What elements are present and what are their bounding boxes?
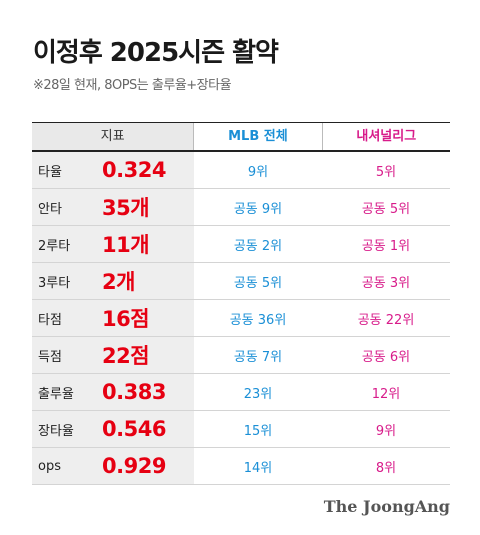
nl-rank: 12위 xyxy=(371,386,401,402)
table-row: 장타율 0.546 15위 9위 xyxy=(32,411,450,448)
nl-rank: 공동 3위 xyxy=(361,275,411,291)
mlb-rank: 공동 5위 xyxy=(233,275,283,291)
nl-rank: 공동 5위 xyxy=(361,201,411,217)
table-header: 지표 MLB 전체 내셔널리그 xyxy=(32,123,450,152)
metric-cell: ops 0.929 xyxy=(32,448,194,484)
mlb-rank: 공동 2위 xyxy=(233,238,283,254)
header-nl: 내셔널리그 xyxy=(321,123,450,150)
metric-cell: 득점 22점 xyxy=(32,337,194,373)
table-row: 타율 0.324 9위 5위 xyxy=(32,152,450,189)
metric-value: 22점 xyxy=(102,344,150,368)
metric-cell: 타점 16점 xyxy=(32,300,194,336)
metric-value: 35개 xyxy=(102,196,150,220)
metric-name: 타율 xyxy=(38,164,62,180)
nl-rank: 공동 22위 xyxy=(357,312,415,328)
metric-value: 16점 xyxy=(102,307,150,331)
table-row: 안타 35개 공동 9위 공동 5위 xyxy=(32,189,450,226)
metric-cell: 3루타 2개 xyxy=(32,263,194,299)
metric-value: 2개 xyxy=(102,270,135,294)
metric-cell: 출루율 0.383 xyxy=(32,374,194,410)
page-title: 이정후 2025시즌 활약 xyxy=(33,38,279,68)
metric-value: 11개 xyxy=(102,233,150,257)
metric-name: 출루율 xyxy=(38,386,74,402)
table-row: 득점 22점 공동 7위 공동 6위 xyxy=(32,337,450,374)
metric-name: 3루타 xyxy=(38,275,71,291)
metric-cell: 안타 35개 xyxy=(32,189,194,225)
metric-value: 0.929 xyxy=(102,454,166,478)
table-row: 출루율 0.383 23위 12위 xyxy=(32,374,450,411)
metric-name: 득점 xyxy=(38,349,62,365)
metric-name: 타점 xyxy=(38,312,62,328)
header-mlb: MLB 전체 xyxy=(193,123,321,150)
mlb-rank: 9위 xyxy=(247,164,269,180)
mlb-rank: 공동 7위 xyxy=(233,349,283,365)
nl-rank: 5위 xyxy=(375,164,397,180)
metric-name: 2루타 xyxy=(38,238,71,254)
metric-value: 0.383 xyxy=(102,380,166,404)
metric-name: 안타 xyxy=(38,201,62,217)
metric-value: 0.324 xyxy=(102,158,166,182)
table-row: 2루타 11개 공동 2위 공동 1위 xyxy=(32,226,450,263)
metric-value: 0.546 xyxy=(102,417,166,441)
table-row: 3루타 2개 공동 5위 공동 3위 xyxy=(32,263,450,300)
metric-name: 장타율 xyxy=(38,423,74,439)
table-row: 타점 16점 공동 36위 공동 22위 xyxy=(32,300,450,337)
table-body: 타율 0.324 9위 5위 안타 35개 공동 9위 공동 5위 2루타 11개 공동 2위 공동 … xyxy=(32,152,450,485)
header-metric: 지표 xyxy=(32,123,194,150)
source-logo: The JoongAng xyxy=(323,497,450,516)
metric-cell: 장타율 0.546 xyxy=(32,411,194,447)
mlb-rank: 23위 xyxy=(243,386,273,402)
mlb-rank: 공동 9위 xyxy=(233,201,283,217)
metric-cell: 타율 0.324 xyxy=(32,152,194,188)
nl-rank: 공동 6위 xyxy=(361,349,411,365)
nl-rank: 8위 xyxy=(375,460,397,476)
nl-rank: 공동 1위 xyxy=(361,238,411,254)
nl-rank: 9위 xyxy=(375,423,397,439)
mlb-rank: 14위 xyxy=(243,460,273,476)
mlb-rank: 공동 36위 xyxy=(229,312,287,328)
table-row: ops 0.929 14위 8위 xyxy=(32,448,450,485)
mlb-rank: 15위 xyxy=(243,423,273,439)
page-subtitle: ※28일 현재, 8OPS는 출루율+장타율 xyxy=(33,78,232,93)
stats-table: 지표 MLB 전체 내셔널리그 타율 0.324 9위 5위 안타 35개 공동 9위 공동 … xyxy=(32,122,450,485)
metric-cell: 2루타 11개 xyxy=(32,226,194,262)
metric-name: ops xyxy=(38,458,61,474)
